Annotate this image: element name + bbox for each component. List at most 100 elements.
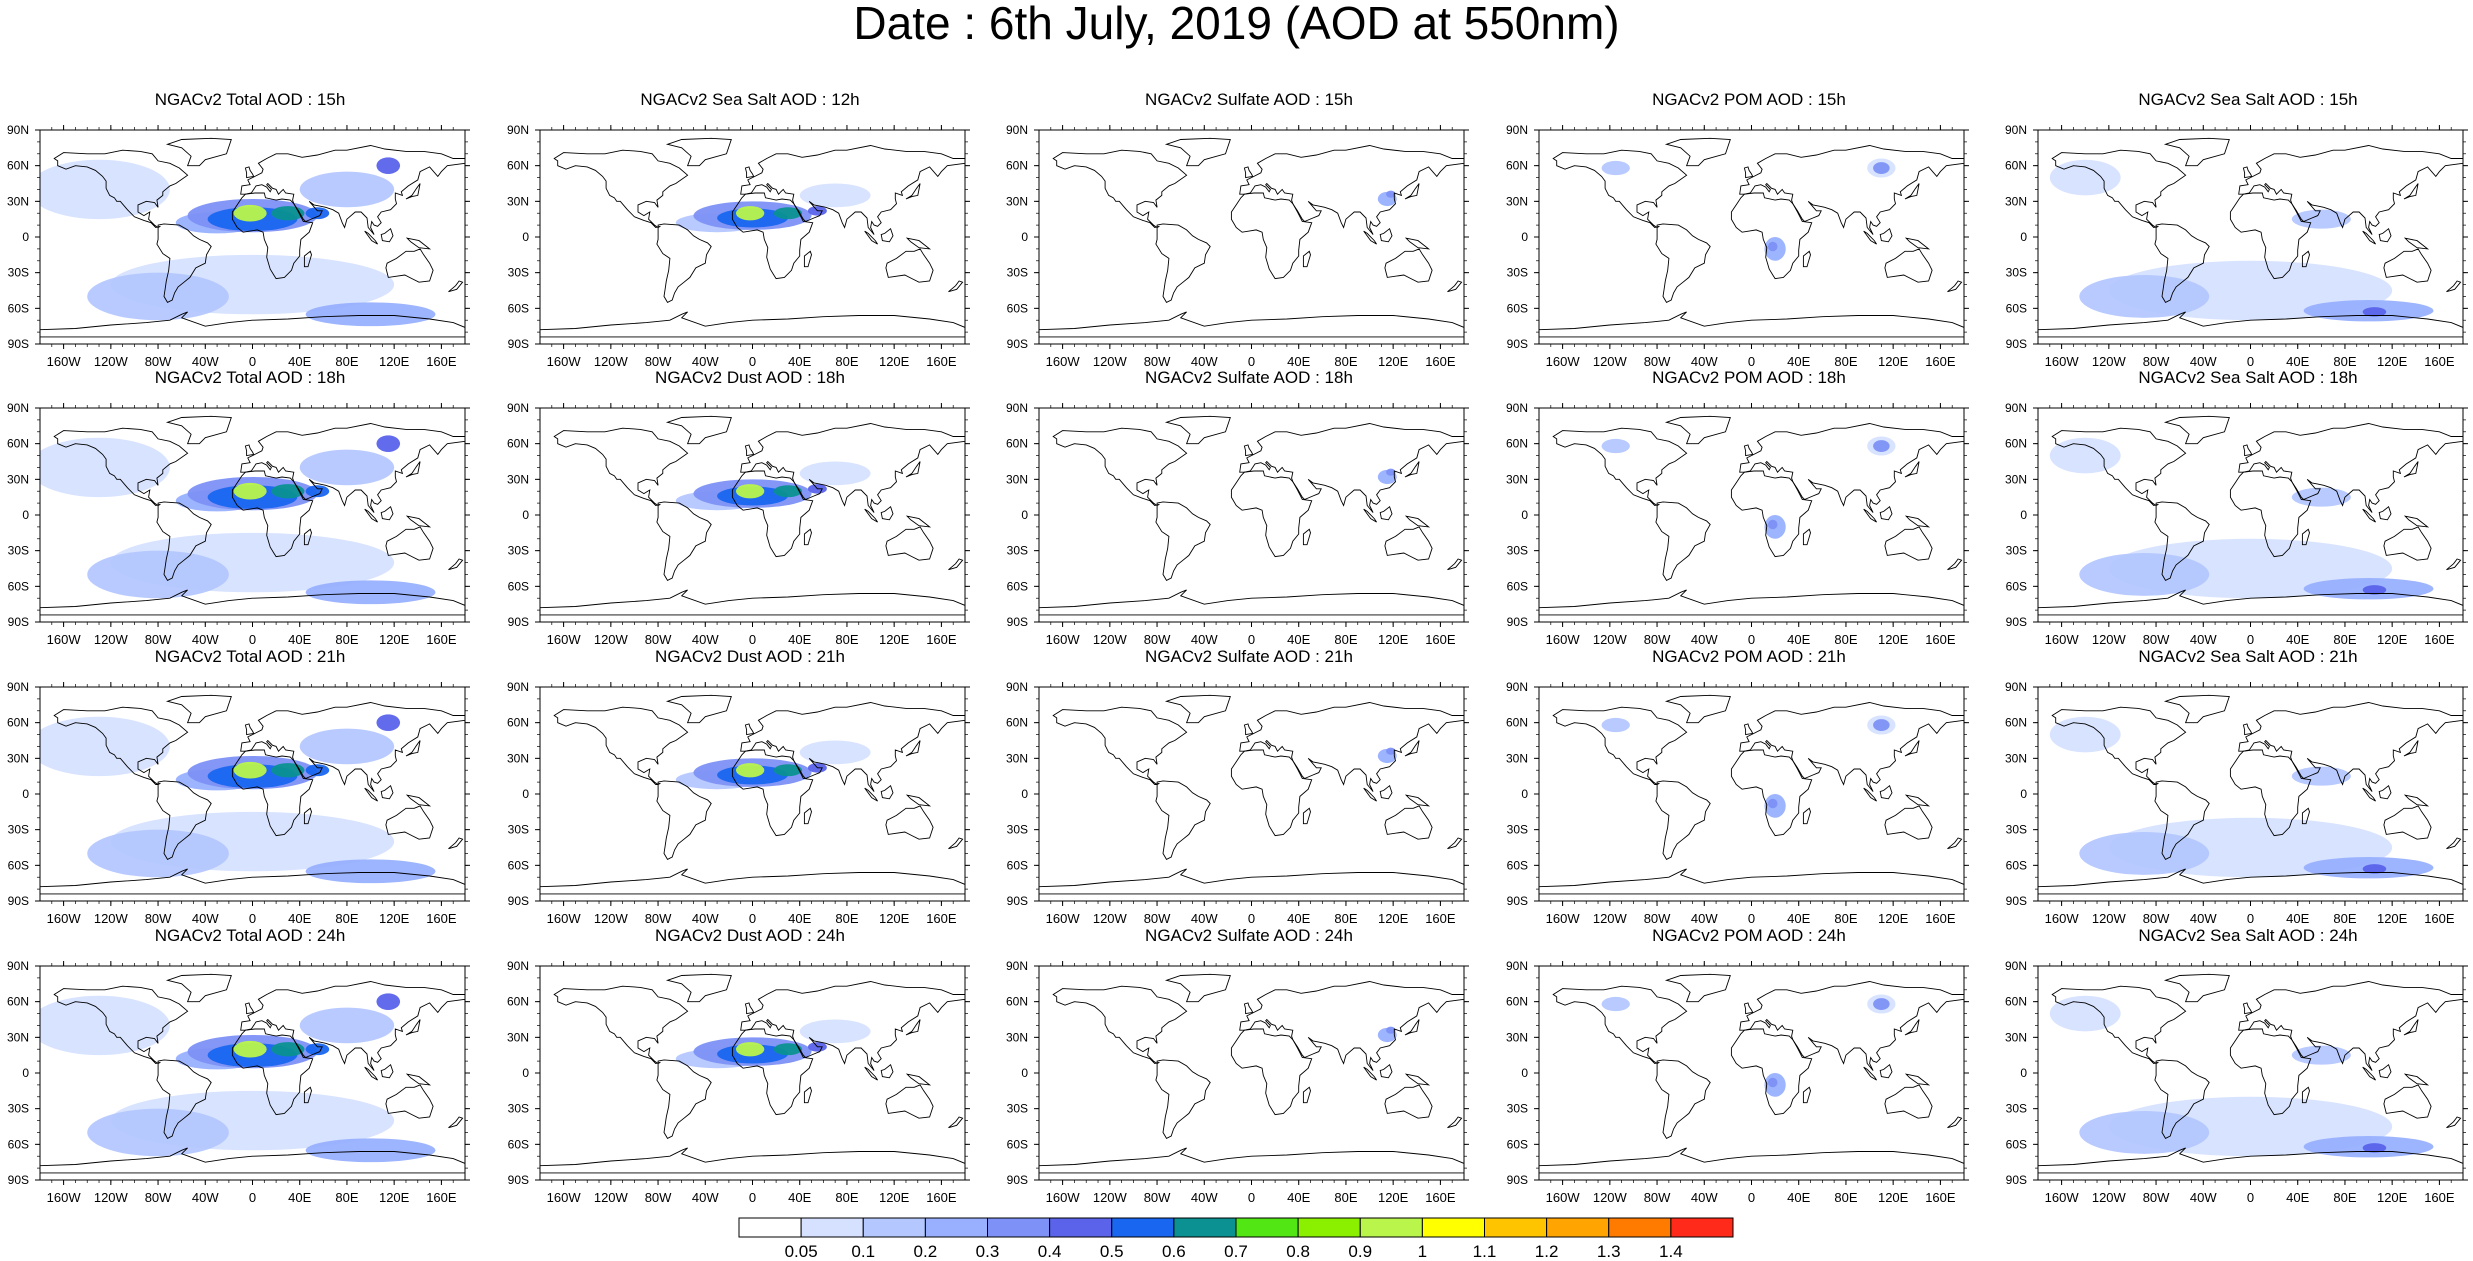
aod-region: [271, 1042, 305, 1057]
coastline-new-zealand: [948, 558, 964, 571]
coastline-antarctica: [2038, 1147, 2463, 1174]
lat-tick-label: 60N: [1006, 716, 1028, 730]
lat-tick-label: 30S: [2006, 266, 2027, 280]
lon-tick-label: 80W: [1644, 354, 1671, 369]
coastline-japan: [905, 740, 921, 757]
lat-tick-label: 0: [522, 508, 529, 522]
coastline-japan: [1404, 183, 1420, 200]
lat-tick-label: 30S: [1507, 544, 1528, 558]
coastline-new-zealand: [2446, 1116, 2462, 1129]
coastline-eurasia: [2238, 145, 2463, 235]
coastline-north-america: [553, 985, 689, 1065]
lon-tick-label: 40E: [788, 1190, 811, 1205]
aod-region: [1601, 160, 1630, 176]
coastline-uk: [1743, 723, 1754, 736]
aod-region: [299, 449, 395, 486]
lat-tick-label: 0: [1521, 230, 1528, 244]
lon-tick-label: 0: [2247, 354, 2254, 369]
lon-tick-label: 120W: [1593, 632, 1628, 647]
lon-tick-label: 40W: [1191, 632, 1218, 647]
lon-tick-label: 120W: [1093, 911, 1128, 926]
lon-tick-label: 40W: [1191, 911, 1218, 926]
coastline-antarctica: [1539, 868, 1964, 895]
coastline-south-america: [2154, 223, 2210, 303]
coastline-antarctica: [2038, 311, 2463, 338]
coastline-madagascar: [1302, 1086, 1311, 1104]
aod-region: [773, 764, 803, 777]
lon-tick-label: 120W: [594, 911, 629, 926]
coastline-africa: [1230, 749, 1313, 837]
lon-tick-label: 0: [1748, 354, 1755, 369]
lon-tick-label: 160E: [926, 632, 957, 647]
coastline-australia: [885, 526, 934, 561]
figure-title: Date : 6th July, 2019 (AOD at 550nm): [853, 0, 1620, 49]
lat-tick-label: 90S: [8, 337, 29, 351]
lon-tick-label: 0: [749, 354, 756, 369]
lat-tick-label: 30N: [507, 472, 529, 486]
coastline-uk: [2242, 1002, 2253, 1015]
lon-tick-label: 160E: [2424, 354, 2455, 369]
coastline-madagascar: [2301, 1086, 2310, 1104]
lon-tick-label: 40W: [192, 911, 219, 926]
aod-region: [376, 435, 401, 452]
aod-region: [305, 207, 330, 220]
coastline-australia: [2383, 526, 2432, 561]
lat-tick-label: 90N: [507, 123, 529, 137]
lat-tick-label: 0: [22, 787, 29, 801]
lat-tick-label: 90N: [1006, 959, 1028, 973]
lat-tick-label: 90S: [1507, 615, 1528, 629]
lat-tick-label: 0: [1521, 508, 1528, 522]
coastline-japan: [2403, 183, 2419, 200]
coastline-madagascar: [1802, 807, 1811, 825]
coastline-borneo: [1879, 227, 1893, 243]
lat-tick-label: 0: [522, 1066, 529, 1080]
lat-tick-label: 60S: [2006, 579, 2027, 593]
map-panel: NGACv2 Sea Salt AOD : 12h 160W 120W 80W 40W 0…: [500, 90, 1000, 369]
lon-tick-label: 80W: [145, 632, 172, 647]
lon-tick-label: 120E: [879, 1190, 910, 1205]
coastline-japan: [1404, 461, 1420, 478]
lat-tick-label: 30S: [1507, 823, 1528, 837]
map-panel: NGACv2 Sulfate AOD : 21h 160W 120W 80W 40W 0 4…: [999, 647, 1499, 926]
aod-region: [305, 859, 436, 884]
lon-tick-label: 120E: [1378, 911, 1409, 926]
lon-tick-label: 160E: [926, 354, 957, 369]
map-panel: NGACv2 Total AOD : 24h 160W 120W 80W 40W 0 40E…: [0, 926, 500, 1205]
panel-title: NGACv2 POM AOD : 18h: [1652, 368, 1846, 387]
coastline-sumatra: [864, 1066, 878, 1081]
lon-tick-label: 80W: [145, 911, 172, 926]
map-panel: NGACv2 Total AOD : 21h 160W 120W 80W 40W 0 40E…: [0, 647, 500, 926]
lat-tick-label: 60N: [507, 995, 529, 1009]
map-panel: NGACv2 Sulfate AOD : 24h 160W 120W 80W 40W 0 4…: [999, 926, 1499, 1205]
lat-tick-label: 60S: [508, 858, 529, 872]
lon-tick-label: 120W: [2092, 632, 2127, 647]
coastline-uk: [744, 166, 755, 179]
lon-tick-label: 0: [2247, 911, 2254, 926]
coastline-greenland: [1164, 973, 1231, 1003]
coastline-antarctica: [1039, 589, 1464, 616]
coastline-antarctica: [2038, 589, 2463, 616]
lat-tick-label: 60S: [1007, 301, 1028, 315]
coastline-australia: [1884, 1084, 1933, 1119]
coastline-japan: [1904, 740, 1920, 757]
lon-tick-label: 80E: [2333, 632, 2356, 647]
coastline-new-guinea: [405, 794, 432, 807]
map-plot: 160W 120W 80W 40W 0 40E 80E 120E 160E 90N 60N 30N 0 3…: [2005, 959, 2468, 1205]
coastline-madagascar: [803, 528, 812, 546]
coastline-new-guinea: [1404, 237, 1431, 250]
coastline-north-america: [1052, 427, 1188, 507]
panel-title: NGACv2 Sea Salt AOD : 12h: [640, 90, 860, 109]
lon-tick-label: 40E: [788, 632, 811, 647]
coastline-new-guinea: [905, 237, 932, 250]
lat-tick-label: 0: [1021, 230, 1028, 244]
coastline-eurasia: [1239, 981, 1464, 1071]
coastline-madagascar: [1302, 528, 1311, 546]
coastline-new-guinea: [1404, 1073, 1431, 1086]
lon-tick-label: 40W: [1691, 1190, 1718, 1205]
aod-region: [1768, 241, 1778, 252]
coastline-antarctica: [1039, 311, 1464, 338]
coastline-greenland: [165, 137, 232, 167]
coastline-eurasia: [2238, 423, 2463, 513]
lon-tick-label: 160E: [2424, 1190, 2455, 1205]
lat-tick-label: 30S: [1007, 544, 1028, 558]
